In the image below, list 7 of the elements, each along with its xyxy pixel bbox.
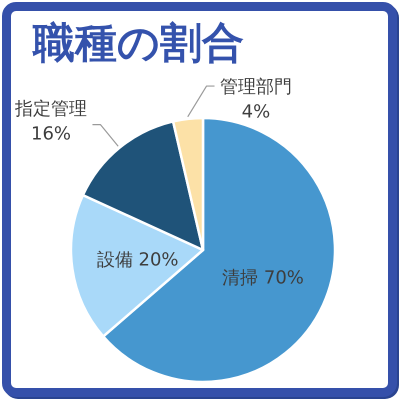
slice-label: 設備 20%: [96, 250, 179, 271]
slice-label: 清掃 70%: [222, 268, 304, 289]
slice-label: 指定管理: [14, 98, 88, 120]
slice-label: 管理部門: [220, 76, 292, 98]
data-label: 4%: [242, 101, 270, 122]
chart-title: 職種の割合: [32, 18, 244, 67]
data-label: 16%: [31, 123, 72, 144]
